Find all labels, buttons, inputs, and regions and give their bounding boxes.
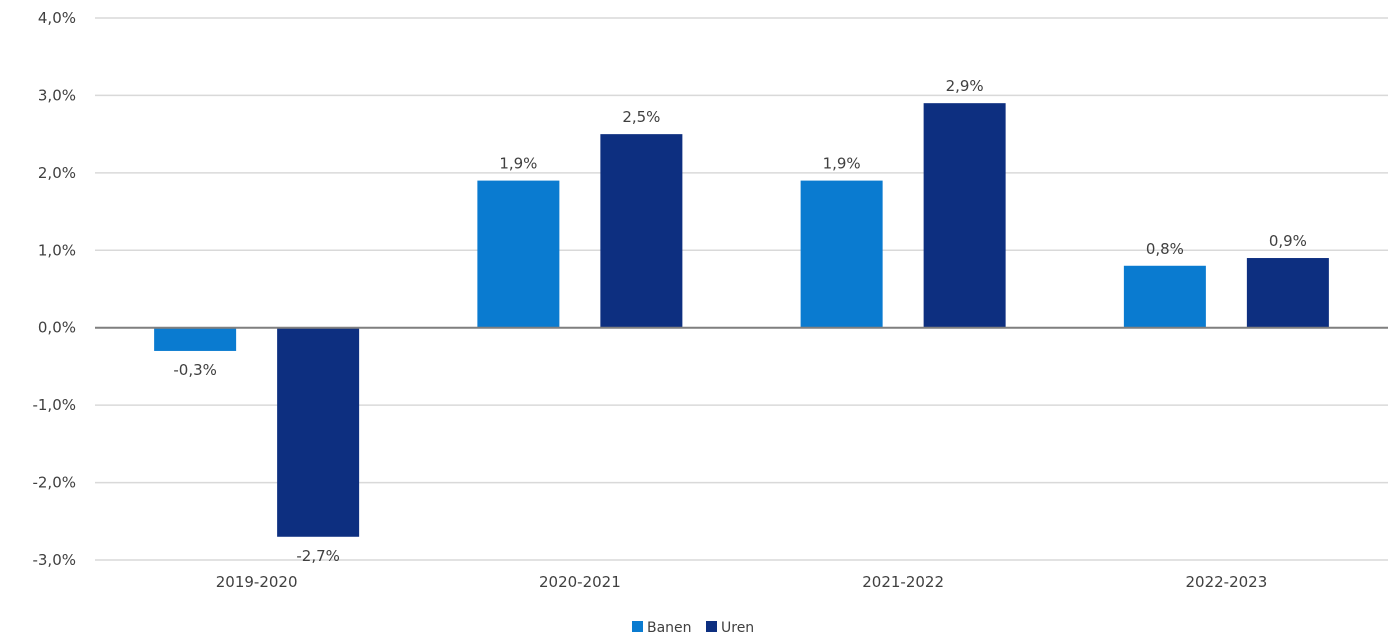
y-tick-label: 4,0% (38, 9, 76, 27)
x-tick-label: 2019-2020 (216, 573, 298, 591)
data-label: -0,3% (173, 361, 217, 379)
legend-swatch (706, 621, 717, 632)
x-tick-label: 2021-2022 (862, 573, 944, 591)
bars (154, 103, 1329, 537)
y-tick-label: 3,0% (38, 86, 76, 104)
data-labels: -0,3% -2,7% 1,9% 2,5% 1,9% 2,9% 0,8% 0,9% (173, 77, 1307, 565)
bar-uren (1246, 258, 1329, 328)
data-label: 1,9% (499, 155, 537, 173)
bar-uren (923, 103, 1006, 328)
x-axis-category-labels: 2019-2020 2020-2021 2021-2022 2022-2023 (216, 573, 1268, 591)
data-label: 0,8% (1146, 240, 1184, 258)
y-tick-label: 2,0% (38, 164, 76, 182)
legend-label: Uren (721, 620, 754, 636)
data-label: 1,9% (823, 155, 861, 173)
x-tick-label: 2022-2023 (1185, 573, 1267, 591)
legend-swatch (632, 621, 643, 632)
y-tick-label: -2,0% (32, 474, 76, 492)
bar-banen (800, 180, 883, 328)
bar-uren (277, 327, 360, 537)
y-tick-label: -1,0% (32, 396, 76, 414)
bar-banen (154, 327, 237, 351)
x-tick-label: 2020-2021 (539, 573, 621, 591)
bar-banen (1123, 265, 1206, 328)
legend-label: Banen (647, 620, 692, 636)
data-label: 2,5% (622, 108, 660, 126)
y-tick-label: -3,0% (32, 551, 76, 569)
data-label: -2,7% (296, 547, 340, 565)
data-label: 2,9% (946, 77, 984, 95)
data-label: 0,9% (1269, 232, 1307, 250)
bar-banen (477, 180, 560, 328)
legend: Banen Uren (632, 620, 754, 636)
bar-uren (600, 134, 683, 328)
y-axis-tick-labels: 4,0% 3,0% 2,0% 1,0% 0,0% -1,0% -2,0% -3,0% (32, 9, 76, 569)
y-tick-label: 1,0% (38, 241, 76, 259)
y-tick-label: 0,0% (38, 319, 76, 337)
